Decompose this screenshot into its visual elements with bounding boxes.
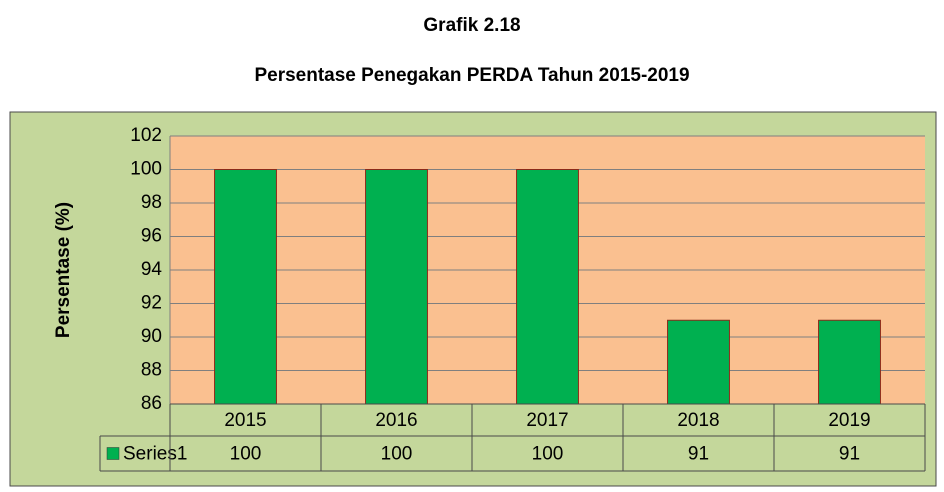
x-tick-label: 2019 <box>828 410 870 431</box>
y-tick-label: 90 <box>141 326 162 347</box>
y-tick-label: 88 <box>141 360 162 381</box>
table-value: 100 <box>532 444 564 465</box>
bar <box>667 319 730 405</box>
y-tick-label: 92 <box>141 293 162 314</box>
table-value: 100 <box>230 444 262 465</box>
y-tick-label: 98 <box>141 192 162 213</box>
y-tick-label: 94 <box>141 259 163 280</box>
y-tick-label: 86 <box>141 393 162 414</box>
y-tick-label: 96 <box>141 226 162 247</box>
chart-title: Grafik 2.18 <box>423 15 520 36</box>
x-tick-label: 2015 <box>224 410 266 431</box>
x-tick-label: 2017 <box>526 410 568 431</box>
bar <box>818 319 881 405</box>
y-axis-label: Persentase (%) <box>53 202 74 338</box>
bar <box>214 169 277 405</box>
legend-key <box>106 447 120 460</box>
y-tick-label: 100 <box>130 159 162 180</box>
table-value: 100 <box>381 444 413 465</box>
bar <box>516 169 579 405</box>
chart-subtitle: Persentase Penegakan PERDA Tahun 2015-20… <box>254 65 689 86</box>
table-value: 91 <box>688 444 709 465</box>
legend-label: Series1 <box>123 444 187 465</box>
table-value: 91 <box>839 444 860 465</box>
y-tick-label: 102 <box>130 125 162 146</box>
x-tick-label: 2018 <box>677 410 719 431</box>
bar <box>365 169 428 405</box>
x-tick-label: 2016 <box>375 410 417 431</box>
